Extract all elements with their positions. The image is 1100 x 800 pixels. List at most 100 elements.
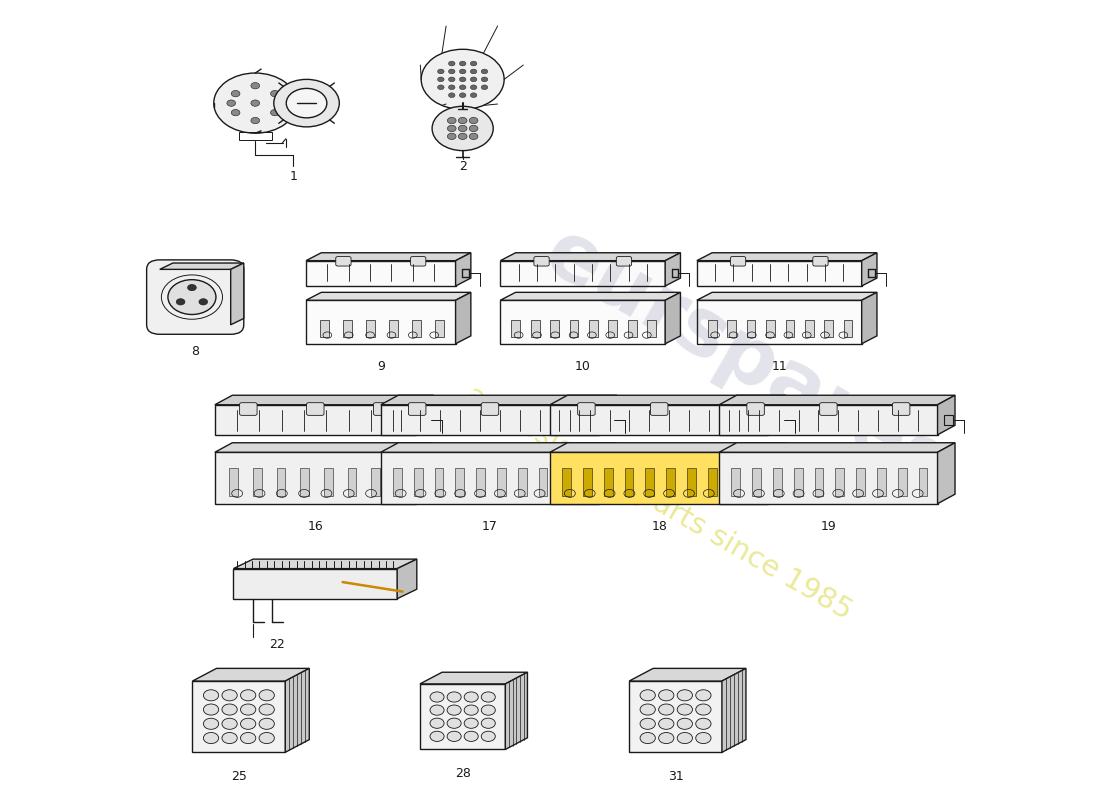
FancyBboxPatch shape <box>481 402 498 415</box>
Circle shape <box>260 704 274 715</box>
Bar <box>688 468 696 496</box>
Polygon shape <box>666 253 681 286</box>
Circle shape <box>464 705 478 715</box>
Circle shape <box>481 705 495 715</box>
Bar <box>625 468 634 496</box>
Bar <box>214 405 416 435</box>
Circle shape <box>447 692 461 702</box>
Bar <box>719 452 937 504</box>
Bar <box>455 468 464 496</box>
Polygon shape <box>666 292 681 344</box>
Bar <box>785 321 794 338</box>
Text: 1: 1 <box>289 170 297 182</box>
Polygon shape <box>416 442 433 504</box>
Circle shape <box>251 82 260 89</box>
Circle shape <box>231 90 240 97</box>
Circle shape <box>640 704 656 715</box>
Circle shape <box>449 85 455 90</box>
Bar <box>696 261 861 286</box>
Circle shape <box>678 733 693 743</box>
FancyBboxPatch shape <box>616 257 631 266</box>
Circle shape <box>481 718 495 728</box>
Circle shape <box>459 126 468 132</box>
Bar <box>696 300 861 344</box>
Bar <box>500 261 666 286</box>
Bar <box>550 452 768 504</box>
Bar <box>570 321 579 338</box>
Circle shape <box>260 733 274 743</box>
Text: a passion for parts since 1985: a passion for parts since 1985 <box>461 381 857 626</box>
FancyBboxPatch shape <box>892 402 910 415</box>
Bar <box>253 468 262 496</box>
Bar <box>918 468 927 496</box>
Bar <box>389 321 398 338</box>
Polygon shape <box>722 668 746 752</box>
Bar <box>628 321 637 338</box>
Text: 11: 11 <box>771 360 788 373</box>
Polygon shape <box>937 395 955 435</box>
Circle shape <box>438 69 444 74</box>
Circle shape <box>260 690 274 701</box>
FancyBboxPatch shape <box>820 402 837 415</box>
Circle shape <box>464 731 478 742</box>
Bar <box>393 468 402 496</box>
Bar <box>434 468 443 496</box>
Text: 8: 8 <box>191 345 199 358</box>
Bar <box>550 405 768 435</box>
Polygon shape <box>381 442 617 452</box>
Circle shape <box>204 690 219 701</box>
Bar <box>667 468 675 496</box>
Bar <box>898 468 906 496</box>
Polygon shape <box>397 559 417 598</box>
Circle shape <box>222 718 238 730</box>
Bar <box>500 261 666 286</box>
Circle shape <box>430 692 444 702</box>
Bar <box>366 321 375 338</box>
Polygon shape <box>500 253 681 261</box>
Bar <box>395 468 404 496</box>
FancyBboxPatch shape <box>747 402 764 415</box>
Bar <box>749 468 758 496</box>
Bar <box>518 468 527 496</box>
Bar <box>422 415 431 425</box>
Polygon shape <box>719 442 955 452</box>
Bar <box>381 405 600 435</box>
Circle shape <box>695 690 711 701</box>
FancyBboxPatch shape <box>410 257 426 266</box>
Polygon shape <box>420 672 527 684</box>
Circle shape <box>271 90 279 97</box>
Bar <box>420 684 505 750</box>
Bar <box>696 300 861 344</box>
Bar <box>835 468 844 496</box>
Circle shape <box>471 85 477 90</box>
Circle shape <box>459 118 468 124</box>
Bar <box>752 468 761 496</box>
Polygon shape <box>937 442 955 504</box>
Bar <box>230 468 238 496</box>
Circle shape <box>421 50 504 110</box>
Circle shape <box>695 704 711 715</box>
Circle shape <box>176 298 185 305</box>
Bar <box>531 321 540 338</box>
Polygon shape <box>306 253 471 261</box>
Circle shape <box>168 280 216 314</box>
Bar <box>560 468 568 496</box>
Bar <box>371 468 380 496</box>
Polygon shape <box>861 292 877 344</box>
Bar <box>774 415 783 425</box>
Circle shape <box>448 134 456 139</box>
Bar <box>580 468 588 496</box>
Circle shape <box>199 298 208 305</box>
Circle shape <box>640 733 656 743</box>
Bar <box>727 321 736 338</box>
Circle shape <box>659 733 674 743</box>
Circle shape <box>640 690 656 701</box>
Circle shape <box>659 718 674 730</box>
Circle shape <box>460 93 466 98</box>
Bar <box>608 321 617 338</box>
Polygon shape <box>214 395 433 405</box>
Circle shape <box>447 718 461 728</box>
Circle shape <box>678 718 693 730</box>
Bar <box>815 468 824 496</box>
Bar <box>233 569 397 598</box>
